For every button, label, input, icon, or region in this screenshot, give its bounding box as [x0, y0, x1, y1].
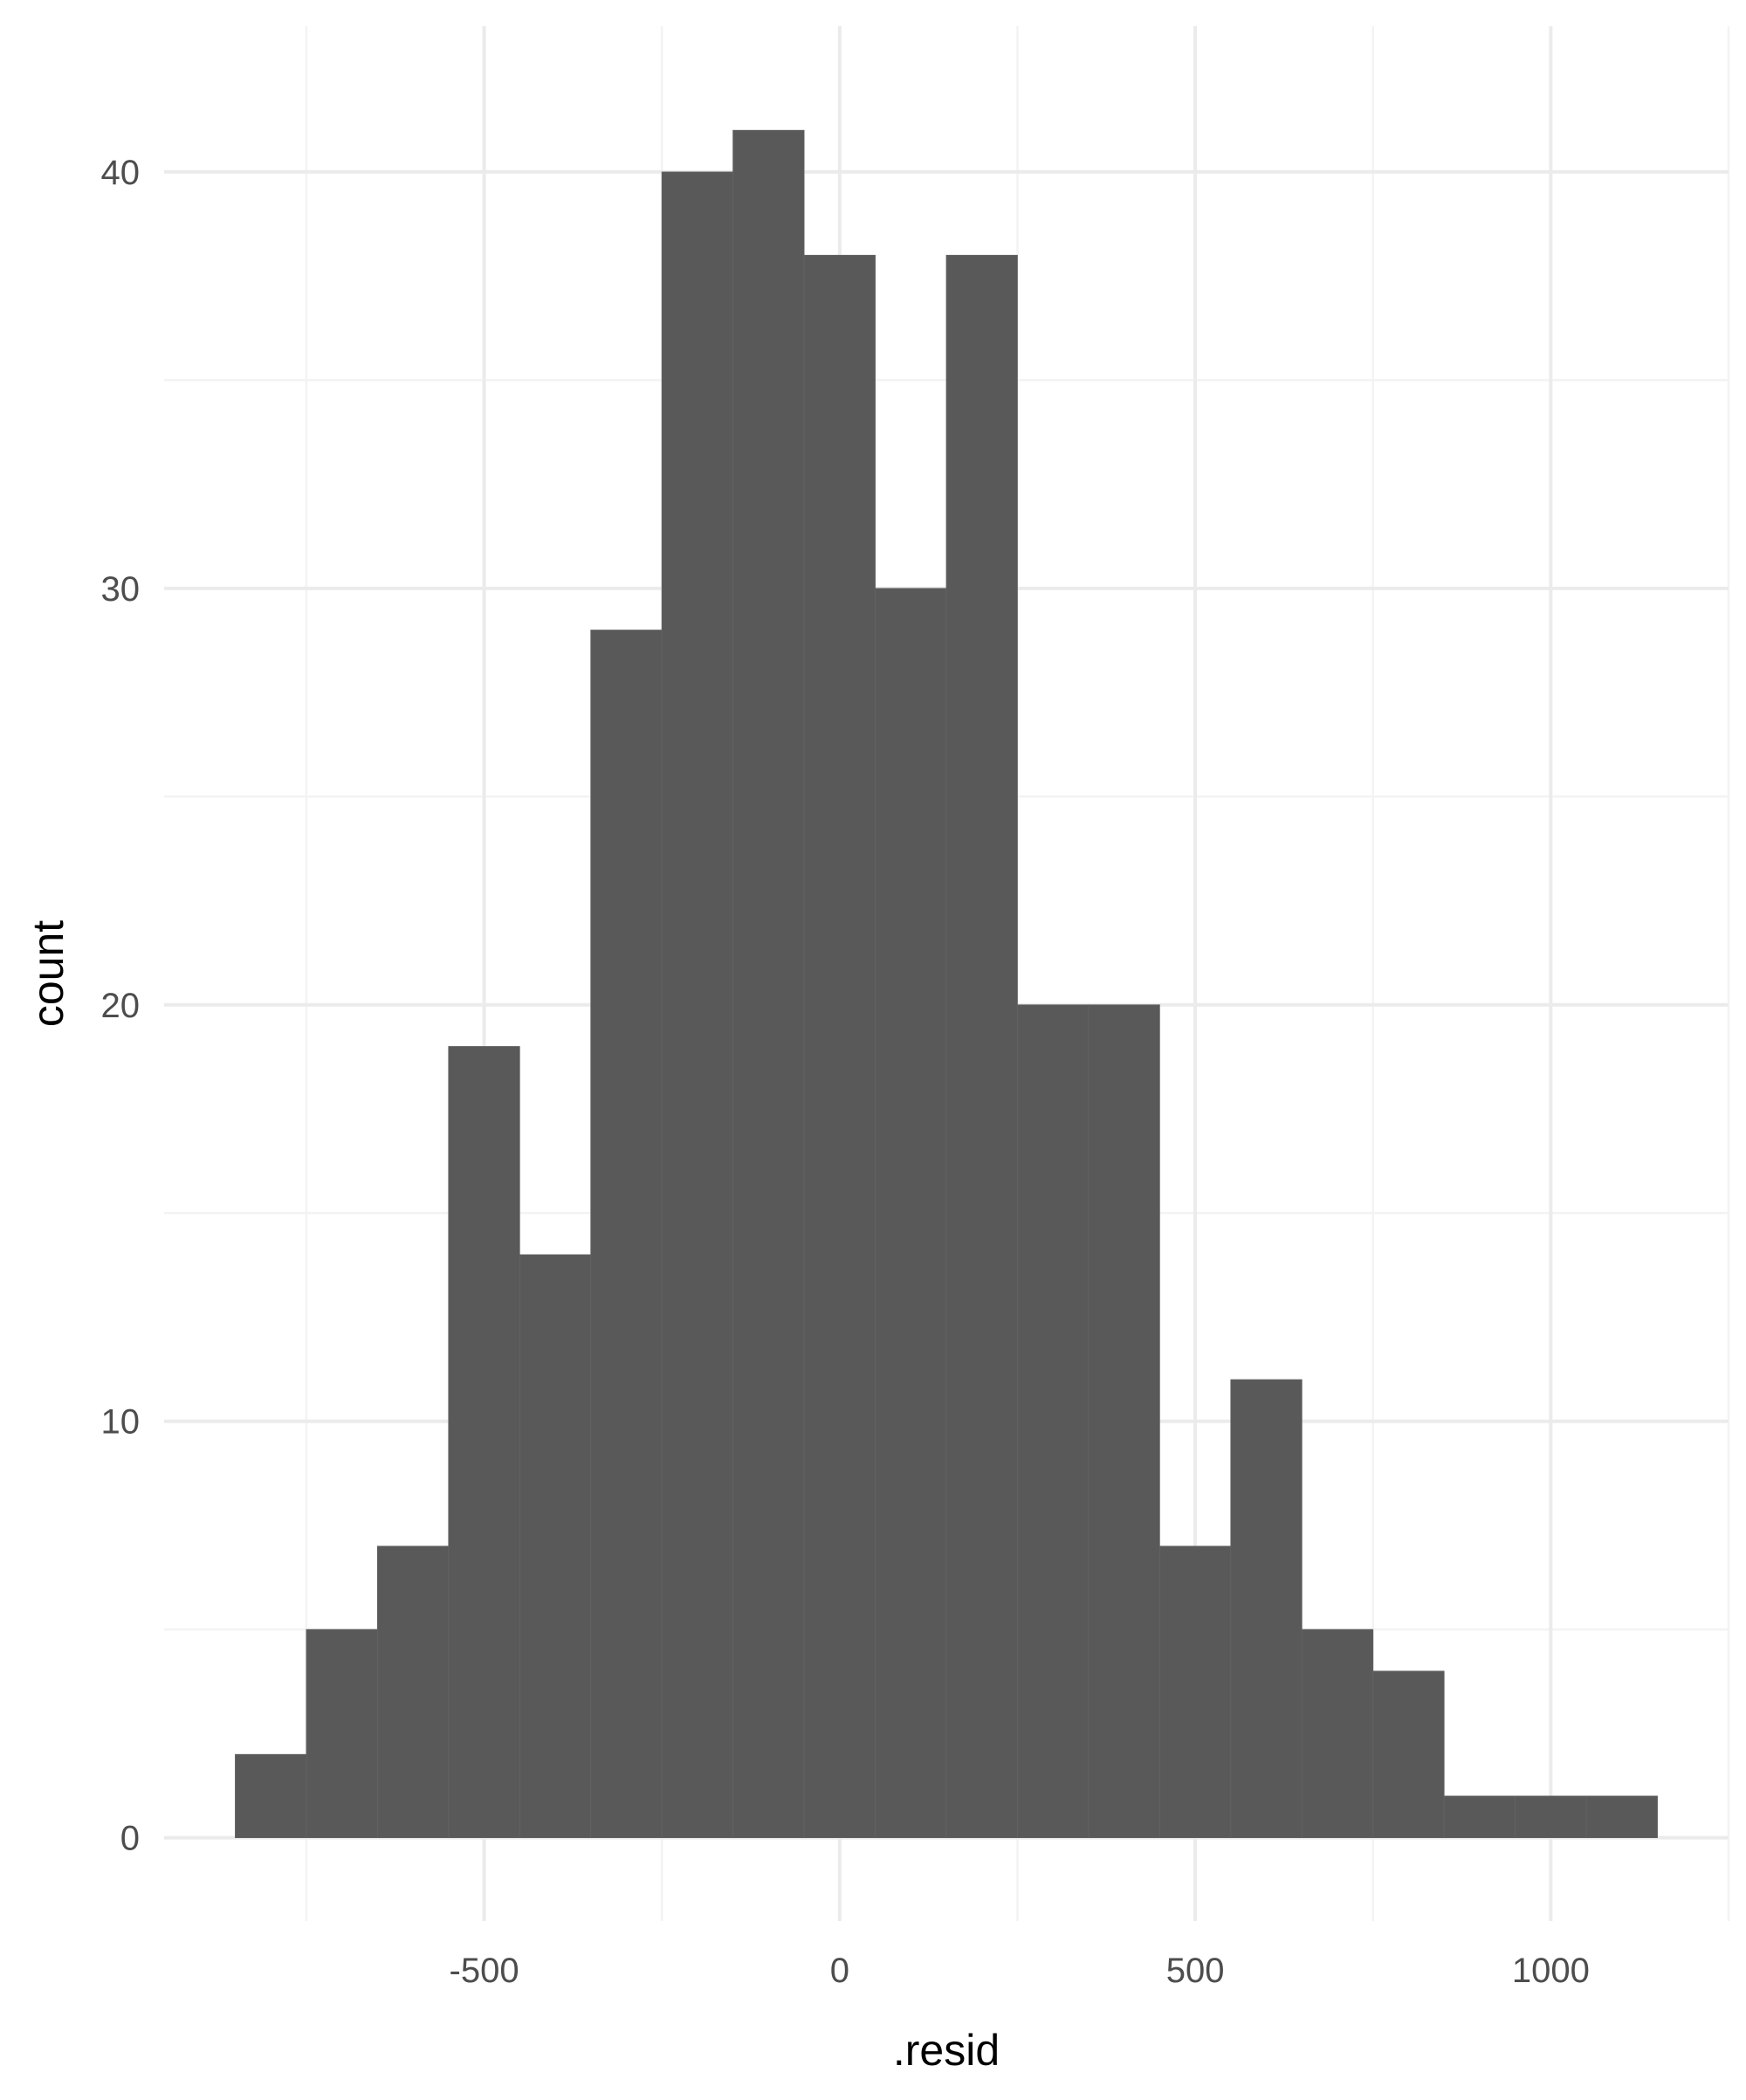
histogram-bar [803, 254, 876, 1839]
y-tick-label: 40 [101, 154, 141, 192]
y-tick-label: 20 [101, 987, 141, 1025]
y-tick-label: 30 [101, 570, 141, 609]
histogram-bar [235, 1753, 307, 1839]
histogram-bar [732, 129, 805, 1839]
y-tick-label: 0 [120, 1820, 140, 1858]
y-axis-title: count [24, 920, 72, 1027]
x-tick-label: -500 [450, 1952, 519, 1990]
histogram-bar [1158, 1546, 1232, 1839]
y-tick-label: 10 [101, 1403, 141, 1442]
y-axis-tick-labels: 0 10 20 30 40 [101, 154, 141, 1858]
histogram-bar [1301, 1628, 1374, 1839]
histogram-bar [1443, 1795, 1516, 1839]
histogram-bar [1372, 1670, 1445, 1839]
histogram-bars [235, 129, 1658, 1839]
x-axis-tick-labels: -500 0 500 1000 [450, 1952, 1590, 1990]
x-tick-label: 0 [830, 1952, 849, 1990]
histogram-bar [1585, 1795, 1658, 1839]
histogram-bar [661, 171, 734, 1839]
histogram-bar [875, 588, 947, 1839]
x-tick-label: 1000 [1512, 1952, 1590, 1990]
histogram-bar [945, 254, 1018, 1839]
histogram-bar [1017, 1004, 1090, 1839]
histogram-bar [1088, 1004, 1160, 1839]
x-axis-title: .resid [893, 2026, 1000, 2075]
histogram-bar [306, 1628, 378, 1839]
histogram-bar [1230, 1379, 1303, 1839]
histogram-bar [590, 630, 663, 1839]
x-tick-label: 500 [1166, 1952, 1225, 1990]
histogram-bar [1515, 1795, 1587, 1839]
histogram-bar [376, 1546, 450, 1839]
histogram-bar [448, 1046, 520, 1839]
histogram-bar [519, 1254, 592, 1839]
